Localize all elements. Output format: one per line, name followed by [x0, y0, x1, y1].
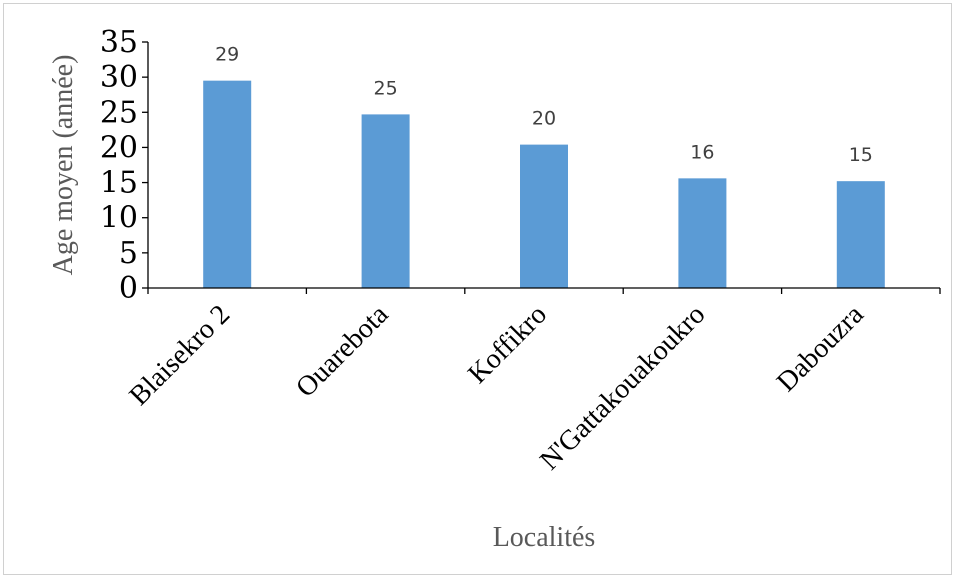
y-tick-label: 25 — [100, 95, 138, 130]
data-label: 15 — [849, 144, 873, 166]
x-tick-label: N'Gattakouakoukro — [534, 299, 711, 476]
bar — [361, 114, 410, 288]
data-label: 16 — [690, 141, 714, 163]
data-label: 29 — [215, 44, 239, 66]
y-tick-label: 35 — [100, 25, 138, 60]
x-tick-label: Dabouzra — [771, 299, 870, 398]
bar — [203, 80, 252, 289]
bar — [678, 178, 727, 288]
bar — [520, 144, 568, 288]
y-axis-title: Age moyen (année) — [48, 55, 79, 276]
chart-frame — [3, 3, 952, 575]
x-axis-title: Localités — [493, 522, 596, 553]
y-tick-label: 15 — [100, 166, 138, 201]
y-tick-label: 10 — [100, 201, 138, 236]
y-tick-label: 30 — [100, 60, 138, 95]
x-tick-label: Ouarebota — [290, 299, 395, 404]
data-label: 25 — [374, 77, 398, 99]
bar — [836, 181, 885, 288]
data-label: 20 — [532, 108, 556, 130]
x-tick-label: Blaisekro 2 — [123, 299, 236, 412]
y-tick-label: 0 — [119, 271, 138, 306]
x-tick-label: Koffikro — [462, 299, 553, 390]
y-tick-label: 20 — [100, 130, 138, 165]
y-tick-label: 5 — [119, 236, 138, 271]
